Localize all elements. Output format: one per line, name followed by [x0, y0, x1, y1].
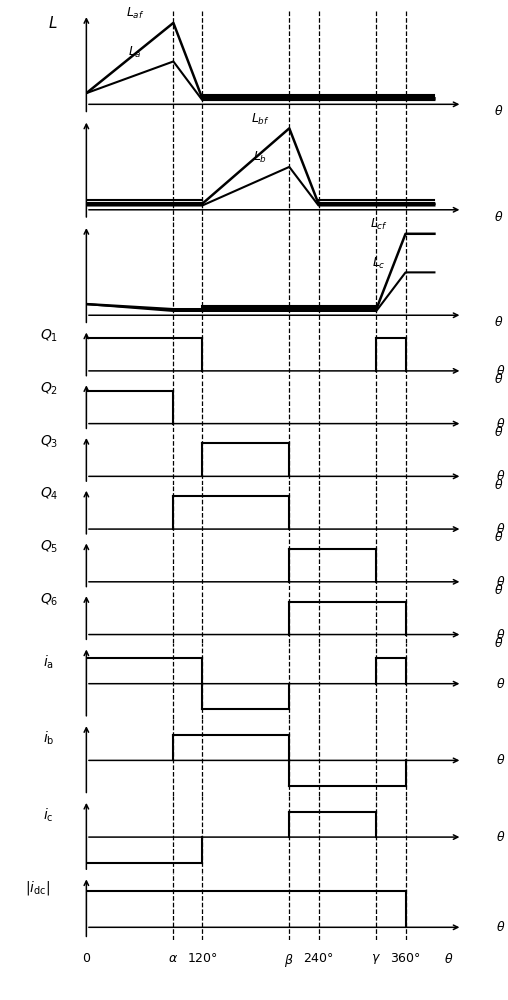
Text: $\theta$: $\theta$	[496, 522, 505, 536]
Text: $\theta$: $\theta$	[496, 830, 505, 844]
Text: $Q_1$: $Q_1$	[40, 328, 58, 344]
Text: $i_{\rm b}$: $i_{\rm b}$	[43, 730, 54, 747]
Text: $\theta$: $\theta$	[494, 210, 503, 224]
Text: $\theta$: $\theta$	[494, 372, 503, 386]
Text: $Q_5$: $Q_5$	[40, 539, 58, 555]
Text: $\theta$: $\theta$	[496, 628, 505, 642]
Text: $\theta$: $\theta$	[443, 952, 453, 966]
Text: $L$: $L$	[48, 15, 57, 31]
Text: $L_{c}$: $L_{c}$	[372, 256, 386, 271]
Text: $L_{af}$: $L_{af}$	[126, 6, 144, 21]
Text: $\theta$: $\theta$	[494, 104, 503, 118]
Text: $\theta$: $\theta$	[496, 417, 505, 431]
Text: $\beta$: $\beta$	[284, 952, 294, 969]
Text: $\theta$: $\theta$	[496, 677, 505, 691]
Text: $120°$: $120°$	[187, 952, 218, 965]
Text: $L_{a}$: $L_{a}$	[128, 45, 142, 60]
Text: $|i_{\rm dc}|$: $|i_{\rm dc}|$	[25, 879, 50, 897]
Text: 0: 0	[82, 952, 90, 965]
Text: $L_{b}$: $L_{b}$	[253, 150, 267, 165]
Text: $\theta$: $\theta$	[496, 364, 505, 378]
Text: $i_{\rm a}$: $i_{\rm a}$	[43, 653, 54, 671]
Text: $\theta$: $\theta$	[494, 530, 503, 544]
Text: $\gamma$: $\gamma$	[371, 952, 382, 966]
Text: $\theta$: $\theta$	[496, 469, 505, 483]
Text: $L_{bf}$: $L_{bf}$	[251, 112, 270, 127]
Text: $Q_6$: $Q_6$	[40, 591, 58, 608]
Text: $\theta$: $\theta$	[496, 753, 505, 767]
Text: $240°$: $240°$	[303, 952, 334, 965]
Text: $L_{cf}$: $L_{cf}$	[370, 217, 388, 232]
Text: $Q_4$: $Q_4$	[40, 486, 58, 502]
Text: $Q_3$: $Q_3$	[40, 433, 58, 450]
Text: $Q_2$: $Q_2$	[40, 380, 58, 397]
Text: $i_{\rm c}$: $i_{\rm c}$	[44, 807, 54, 824]
Text: $\theta$: $\theta$	[496, 575, 505, 589]
Text: $360°$: $360°$	[390, 952, 421, 965]
Text: $\theta$: $\theta$	[494, 636, 503, 650]
Text: $\alpha$: $\alpha$	[168, 952, 178, 965]
Text: $\theta$: $\theta$	[494, 478, 503, 492]
Text: $\theta$: $\theta$	[494, 315, 503, 329]
Text: $\theta$: $\theta$	[494, 425, 503, 439]
Text: $\theta$: $\theta$	[494, 583, 503, 597]
Text: $\theta$: $\theta$	[496, 920, 505, 934]
